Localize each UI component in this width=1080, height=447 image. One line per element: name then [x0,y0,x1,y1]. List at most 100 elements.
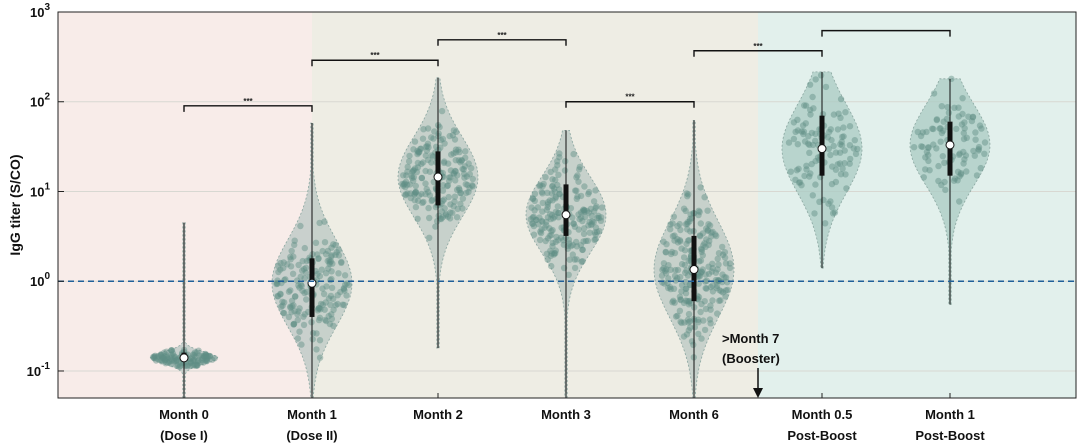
data-point [432,223,439,230]
data-point [274,292,281,300]
data-point [674,239,682,246]
data-point [445,160,452,167]
data-point [677,273,684,281]
data-point [716,287,723,294]
data-point [461,174,468,181]
data-point [787,168,794,175]
data-point [697,308,704,316]
data-point [410,167,417,174]
data-point [837,114,844,122]
data-point [919,143,926,151]
data-point [548,190,555,197]
data-point [919,129,926,136]
data-point [560,237,567,244]
data-point [684,219,691,226]
data-point [687,211,694,218]
data-point [565,236,573,243]
data-point [345,281,352,289]
data-point [161,353,168,360]
data-point [539,208,546,215]
data-point [573,187,580,194]
data-point [547,247,554,254]
data-point [699,230,707,237]
data-point [551,213,558,220]
data-point [168,347,175,354]
data-point [555,209,562,217]
data-point [705,241,712,249]
data-point [953,125,960,133]
data-point [206,352,213,360]
data-point [662,249,670,256]
data-point [956,173,963,180]
data-point [714,255,721,262]
data-point [408,172,415,180]
data-point [440,196,448,203]
data-point [677,296,684,304]
data-point [552,195,559,202]
data-point [719,271,726,278]
data-point [960,160,967,167]
data-point [192,353,199,360]
data-point [544,214,552,221]
data-point [303,257,310,265]
data-point [450,150,457,157]
data-point [975,146,982,153]
data-point [571,264,579,272]
data-point [446,174,453,181]
data-point [281,299,288,306]
data-point [707,283,714,291]
data-point [455,185,463,192]
data-point [933,145,940,152]
data-point [933,116,940,124]
data-point [701,326,709,334]
data-point [824,134,831,141]
data-point [935,177,942,185]
data-point [445,177,453,184]
data-point [183,362,191,369]
data-point [701,298,708,305]
data-point [321,306,328,313]
data-point [807,106,814,114]
data-point [827,151,834,159]
data-point [548,228,555,235]
data-point [573,195,580,202]
data-point [399,180,406,188]
significance-label: *** [370,51,380,60]
data-point [187,359,194,366]
data-point [943,115,951,123]
data-point [704,207,711,214]
data-point [822,220,829,227]
data-point [172,353,179,361]
data-point [810,105,817,112]
data-point [411,191,418,198]
data-point [419,199,426,206]
violin-group [271,122,353,399]
data-point [200,359,207,366]
data-point [808,160,815,168]
data-point [338,258,345,266]
data-point [303,296,310,303]
data-point [671,232,678,239]
data-point [969,113,977,121]
data-point [552,238,559,245]
data-point [422,143,430,151]
data-point [193,361,200,369]
significance-bracket [821,29,951,37]
data-point [157,351,164,358]
data-point [575,226,582,233]
data-point [688,215,695,222]
data-point [415,197,422,204]
data-point [939,153,946,160]
data-point [170,358,178,365]
data-point [580,206,587,213]
data-point [834,126,842,133]
data-point [842,109,849,116]
data-point [708,229,715,236]
violin-group [397,77,479,349]
data-point [595,212,602,219]
data-point [713,278,720,286]
data-point [280,309,287,317]
data-point [707,302,714,309]
data-point [925,144,932,152]
x-tick-label: Month 1 [925,407,975,422]
